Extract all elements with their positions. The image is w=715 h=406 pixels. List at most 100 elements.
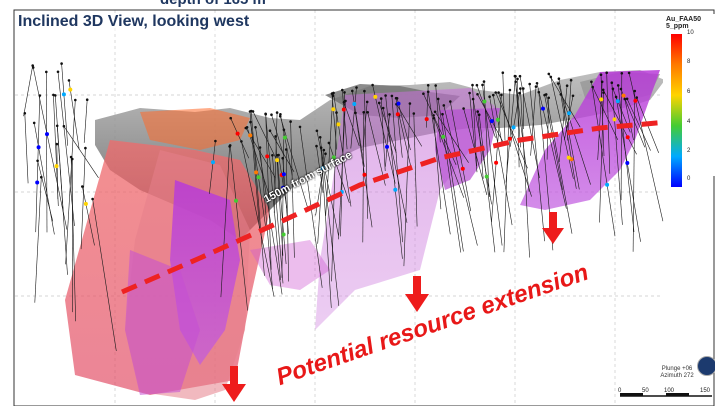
collar-dot xyxy=(31,64,34,67)
collar-dot xyxy=(351,89,354,93)
drill-trace xyxy=(519,76,540,179)
compass-icon[interactable] xyxy=(697,356,715,376)
collar-dot xyxy=(384,94,387,97)
assay-sample xyxy=(234,198,238,203)
collar-dot xyxy=(475,83,479,87)
drill-trace xyxy=(316,146,324,193)
collar-dot xyxy=(516,77,519,81)
legend-tick: 2 xyxy=(687,148,691,154)
drill-trace xyxy=(382,107,408,223)
collar-dot xyxy=(433,110,437,114)
drill-trace xyxy=(398,115,412,170)
drill-trace xyxy=(63,126,99,178)
collar-dot xyxy=(514,80,517,84)
drill-trace xyxy=(599,92,604,223)
collar-dot xyxy=(54,94,57,97)
drill-trace xyxy=(558,85,568,163)
drill-trace xyxy=(255,127,283,295)
collar-dot xyxy=(60,62,63,65)
collar-dot xyxy=(74,98,77,102)
drill-trace xyxy=(437,98,462,253)
drill-trace xyxy=(469,92,478,173)
collar-dot xyxy=(279,113,282,116)
collar-dot xyxy=(362,111,366,114)
collar-dot xyxy=(379,97,383,100)
scale-label: 0 xyxy=(618,388,622,394)
collar-dot xyxy=(611,87,615,91)
drill-trace xyxy=(624,98,634,141)
collar-dot xyxy=(271,154,274,157)
drill-trace xyxy=(53,94,59,207)
collar-dot xyxy=(432,116,436,120)
drill-trace xyxy=(362,101,368,151)
collar-dot xyxy=(599,73,603,76)
drill-trace xyxy=(505,76,516,183)
collar-dot xyxy=(62,124,66,128)
drill-trace xyxy=(520,88,530,258)
drill-trace xyxy=(340,92,345,237)
collar-dot xyxy=(245,126,249,129)
drill-trace xyxy=(61,63,68,146)
collar-dot xyxy=(55,124,59,128)
drill-trace xyxy=(278,154,288,209)
drill-trace xyxy=(273,112,278,213)
assay-sample xyxy=(494,160,499,165)
frame-border xyxy=(13,9,715,406)
drill-trace xyxy=(628,72,664,222)
collar-dot xyxy=(354,111,357,115)
drill-trace xyxy=(413,113,418,227)
drill-trace xyxy=(265,114,272,270)
assay-sample xyxy=(35,180,40,185)
assay-sample xyxy=(625,161,630,165)
drill-trace xyxy=(544,95,563,190)
drill-trace xyxy=(477,94,504,142)
legend-color-ramp xyxy=(671,34,682,187)
assay-sample xyxy=(352,102,357,106)
assay-sample xyxy=(482,99,487,104)
collar-dot xyxy=(528,82,531,86)
collar-dot xyxy=(274,135,277,138)
assay-sample xyxy=(507,136,512,141)
collar-dot xyxy=(268,129,272,132)
collar-dot xyxy=(282,128,286,132)
assay-sample xyxy=(605,182,610,187)
collar-dot xyxy=(23,112,27,115)
collar-dot xyxy=(281,156,285,160)
collar-dot xyxy=(254,126,257,129)
collar-dot xyxy=(84,146,87,150)
collar-dot xyxy=(277,153,280,157)
collar-dot xyxy=(565,84,569,87)
collar-dot xyxy=(371,83,374,87)
collar-dot xyxy=(571,94,575,98)
collar-dot xyxy=(412,112,416,115)
collar-dot xyxy=(318,136,322,139)
collar-dot xyxy=(492,93,495,97)
collar-dot xyxy=(488,95,491,98)
drill-trace xyxy=(495,92,528,169)
drill-trace xyxy=(472,99,492,205)
collar-dot xyxy=(343,91,346,94)
drill-trace xyxy=(279,116,308,207)
assay-sample xyxy=(254,170,259,175)
plunge-text: Plunge +06 xyxy=(661,366,693,372)
collar-dot xyxy=(270,113,273,116)
drill-trace xyxy=(617,85,635,233)
collar-dot xyxy=(494,91,498,94)
azimuth-text: Azimuth 272 xyxy=(660,373,694,379)
drill-trace xyxy=(65,99,76,265)
drill-trace xyxy=(338,100,346,240)
assay-samples xyxy=(23,62,638,237)
scale-label: 150 xyxy=(700,388,711,394)
collar-dot xyxy=(85,98,89,101)
drill-trace xyxy=(252,111,277,160)
collar-dot xyxy=(547,96,550,100)
drill-trace xyxy=(611,82,623,225)
drill-trace xyxy=(517,78,520,168)
drill-trace xyxy=(530,86,537,156)
drill-trace xyxy=(403,103,411,267)
drill-trace xyxy=(280,114,293,176)
drill-trace xyxy=(450,101,471,212)
collar-dot xyxy=(332,91,335,95)
collar-dot xyxy=(471,83,474,87)
drill-trace xyxy=(276,155,287,265)
